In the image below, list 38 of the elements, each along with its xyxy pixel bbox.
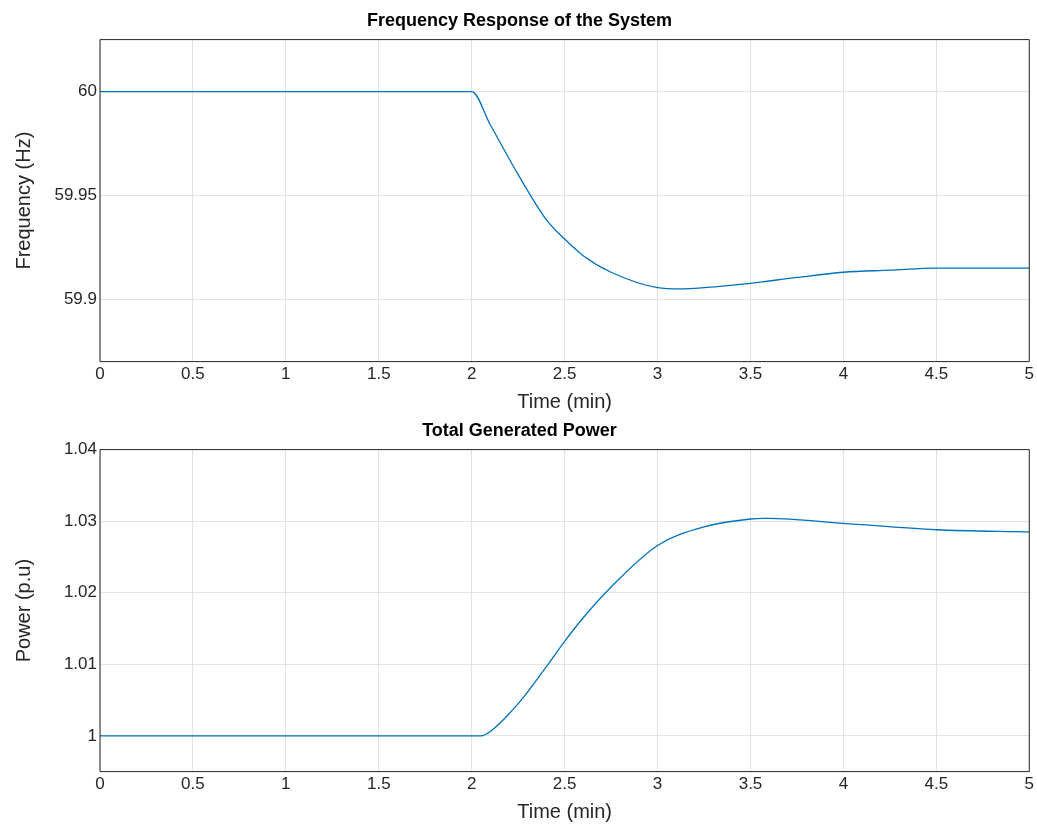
- x-tick-label: 2: [466, 364, 477, 384]
- x-tick-label: 4: [838, 364, 849, 384]
- x-axis-title: Time (min): [517, 799, 613, 822]
- x-tick-label: 4: [838, 774, 849, 794]
- y-tick-label: 1: [87, 725, 97, 745]
- x-tick-label: 5: [1024, 774, 1035, 794]
- chart-title: Total Generated Power: [422, 419, 617, 440]
- y-axis-title: Frequency (Hz): [11, 131, 34, 270]
- line-series: [100, 90, 1030, 290]
- x-tick-label: 1.5: [366, 774, 391, 794]
- x-axis-title: Time (min): [517, 389, 613, 412]
- line-series: [100, 517, 1030, 737]
- x-tick-label: 3: [652, 774, 663, 794]
- y-tick-label: 1.03: [63, 510, 97, 530]
- y-tick-label: 1.04: [63, 439, 97, 459]
- x-tick-label: 3.5: [738, 364, 763, 384]
- x-tick-label: 1: [281, 364, 291, 384]
- y-tick-label: 59.95: [54, 185, 97, 205]
- y-tick-label: 1.01: [63, 653, 97, 673]
- x-tick-label: 0.5: [181, 774, 205, 794]
- y-tick-label: 59.9: [63, 288, 97, 308]
- x-tick-label: 0: [95, 364, 105, 384]
- x-tick-label: 3: [652, 364, 663, 384]
- y-axis-title: Power (p.u): [11, 558, 34, 663]
- x-tick-label: 2.5: [552, 364, 577, 384]
- x-tick-label: 0: [95, 774, 105, 794]
- y-tick-label: 60: [78, 81, 97, 101]
- x-tick-label: 4.5: [924, 774, 949, 794]
- x-tick-label: 4.5: [924, 364, 949, 384]
- x-tick-label: 2: [466, 774, 477, 794]
- chart-title: Frequency Response of the System: [366, 9, 673, 30]
- x-tick-label: 3.5: [738, 774, 763, 794]
- x-tick-label: 1.5: [366, 364, 391, 384]
- x-tick-label: 1: [281, 774, 291, 794]
- x-tick-label: 5: [1024, 364, 1035, 384]
- x-tick-label: 0.5: [181, 364, 205, 384]
- y-tick-label: 1.02: [63, 582, 97, 602]
- x-tick-label: 2.5: [552, 774, 577, 794]
